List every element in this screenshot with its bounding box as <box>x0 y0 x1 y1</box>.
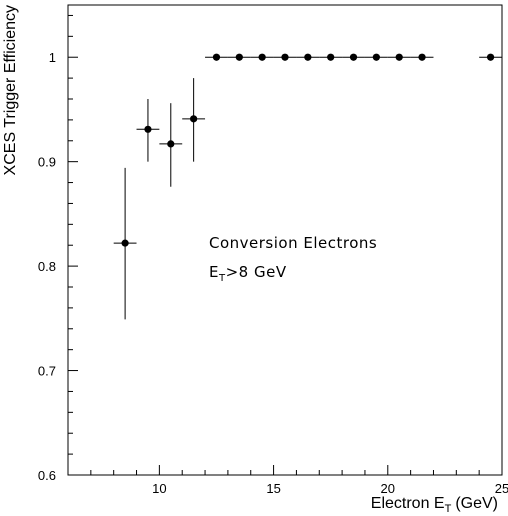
data-point <box>113 167 137 320</box>
marker <box>212 53 221 61</box>
marker <box>121 239 129 247</box>
marker <box>304 53 312 61</box>
data-point <box>273 53 297 61</box>
x-axis-title-unit: (GeV) <box>455 495 498 512</box>
marker <box>486 53 495 61</box>
y-axis-ticks: 0.6 0.7 0.8 0.9 1 <box>38 14 78 483</box>
marker <box>235 53 243 61</box>
data-point <box>182 78 206 162</box>
x-axis-title-subscript: T <box>445 503 452 515</box>
data-point <box>227 53 251 61</box>
marker <box>327 53 335 61</box>
data-point <box>387 53 411 61</box>
marker <box>395 53 403 61</box>
annotation-et-symbol: E <box>209 263 219 281</box>
x-tick-label: 25 <box>495 481 508 496</box>
marker <box>167 140 175 148</box>
data-point <box>250 53 274 61</box>
marker <box>281 53 289 61</box>
data-point <box>159 103 183 187</box>
x-tick-label: 10 <box>152 481 166 496</box>
y-tick-label: 0.6 <box>38 468 56 483</box>
y-tick-label: 1 <box>49 50 56 65</box>
marker <box>190 115 198 123</box>
data-point <box>319 53 343 61</box>
marker <box>372 53 380 61</box>
y-tick-label: 0.7 <box>38 364 56 379</box>
annotation-et-subscript: T <box>218 273 226 284</box>
data-point <box>410 53 434 61</box>
marker <box>258 53 266 61</box>
data-point <box>205 53 228 61</box>
annotation-et-cut: ET>8 GeV <box>209 263 287 284</box>
plot-frame <box>67 4 503 476</box>
marker <box>418 53 426 61</box>
annotation-et-value: >8 GeV <box>226 263 287 281</box>
data-point <box>136 99 160 162</box>
data-points <box>113 53 502 320</box>
y-axis-title: XCES Trigger Efficiency <box>2 5 19 175</box>
marker <box>144 125 152 133</box>
x-tick-label: 15 <box>266 481 280 496</box>
x-axis-title: Electron ET (GeV) <box>371 495 498 515</box>
annotation-conversion-electrons: Conversion Electrons <box>209 234 377 252</box>
marker <box>349 53 358 61</box>
data-point <box>342 53 365 61</box>
data-point <box>296 53 320 61</box>
data-point <box>364 53 388 61</box>
y-tick-label: 0.8 <box>38 259 56 274</box>
x-axis-ticks: 10 15 20 25 <box>67 465 508 496</box>
data-point <box>479 53 502 61</box>
x-axis-title-main: Electron E <box>371 495 445 512</box>
x-tick-label: 20 <box>381 481 395 496</box>
y-tick-label: 0.9 <box>38 155 56 170</box>
